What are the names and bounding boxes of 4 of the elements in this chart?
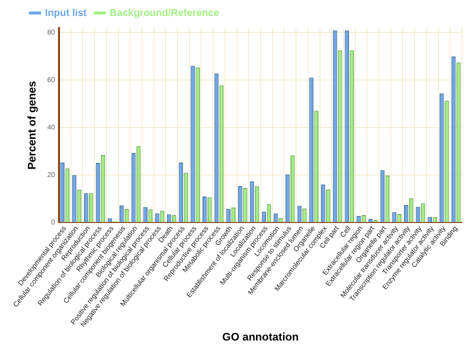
x-axis-title: GO annotation [222, 331, 299, 344]
y-axis-title: Percent of genes [26, 80, 39, 170]
legend-label: Background/Reference [110, 8, 220, 19]
legend-label: Input list [45, 8, 88, 19]
